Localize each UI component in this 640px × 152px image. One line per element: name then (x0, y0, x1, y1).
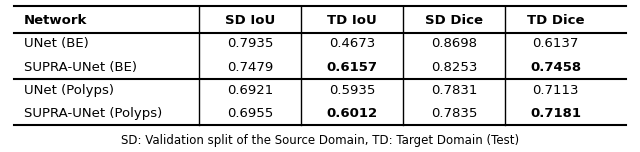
Text: Network: Network (24, 14, 87, 27)
Text: 0.7458: 0.7458 (530, 60, 581, 74)
Text: 0.4673: 0.4673 (329, 37, 375, 50)
Text: UNet (BE): UNet (BE) (24, 37, 88, 50)
Text: 0.6921: 0.6921 (227, 84, 273, 97)
Text: 0.6012: 0.6012 (326, 107, 378, 120)
Text: 0.8698: 0.8698 (431, 37, 477, 50)
Text: 0.7935: 0.7935 (227, 37, 273, 50)
Text: SUPRA-UNet (BE): SUPRA-UNet (BE) (24, 60, 137, 74)
Text: 0.6137: 0.6137 (532, 37, 579, 50)
Text: 0.7479: 0.7479 (227, 60, 273, 74)
Text: 0.7181: 0.7181 (531, 107, 581, 120)
Text: TD Dice: TD Dice (527, 14, 584, 27)
Text: SD IoU: SD IoU (225, 14, 275, 27)
Text: TD IoU: TD IoU (327, 14, 377, 27)
Text: SD: Validation split of the Source Domain, TD: Target Domain (Test): SD: Validation split of the Source Domai… (121, 134, 519, 147)
Text: UNet (Polyps): UNet (Polyps) (24, 84, 114, 97)
Text: 0.7835: 0.7835 (431, 107, 477, 120)
Text: 0.7831: 0.7831 (431, 84, 477, 97)
Text: 0.5935: 0.5935 (329, 84, 375, 97)
Text: 0.6955: 0.6955 (227, 107, 273, 120)
Text: SD Dice: SD Dice (425, 14, 483, 27)
Text: 0.8253: 0.8253 (431, 60, 477, 74)
Text: 0.6157: 0.6157 (326, 60, 378, 74)
Text: SUPRA-UNet (Polyps): SUPRA-UNet (Polyps) (24, 107, 162, 120)
Text: 0.7113: 0.7113 (532, 84, 579, 97)
